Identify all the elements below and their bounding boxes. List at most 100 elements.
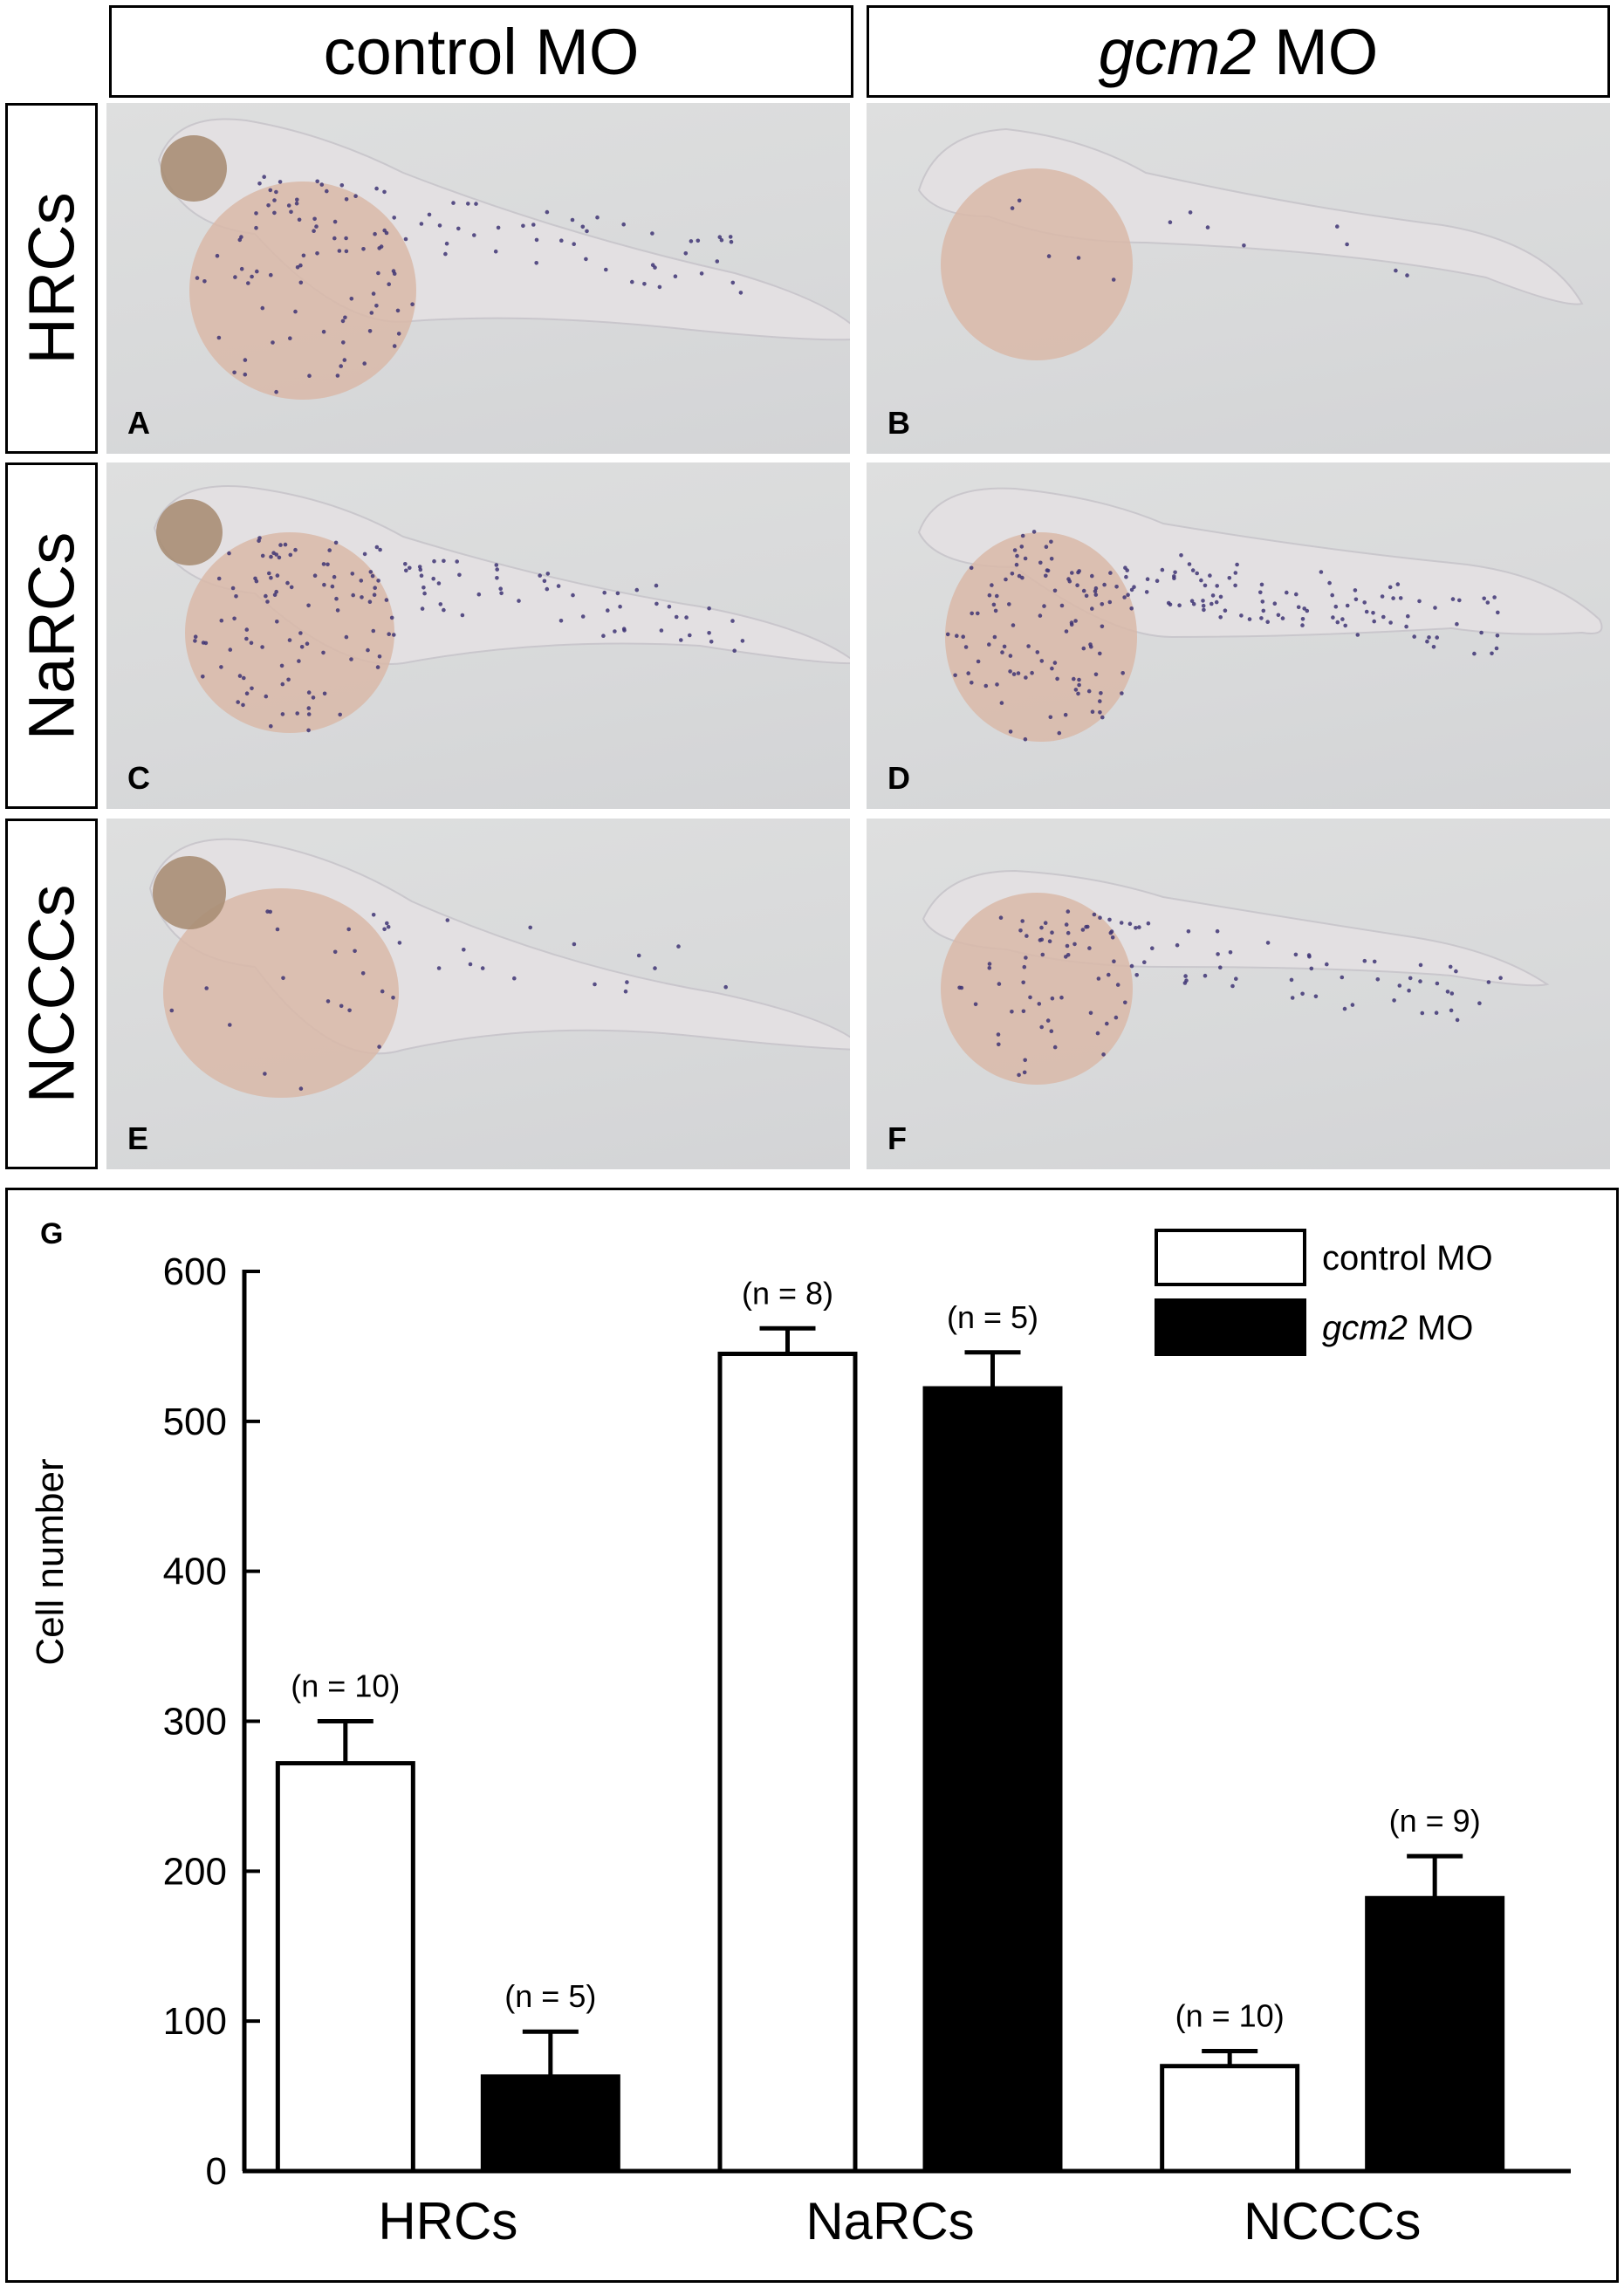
stain-dot: [1371, 611, 1375, 615]
stain-dot: [1146, 921, 1151, 926]
stain-dot: [288, 336, 292, 341]
stain-dot: [1227, 576, 1232, 580]
stain-dot: [653, 966, 657, 970]
stain-dot: [1064, 955, 1068, 959]
stain-dot: [1201, 603, 1206, 608]
stain-dot: [571, 593, 575, 598]
stain-dot: [442, 607, 446, 613]
yolk-sac: [941, 168, 1133, 360]
stain-dot: [1132, 585, 1136, 589]
n-label: (n = 9): [1389, 1803, 1481, 1839]
stain-dot: [976, 611, 980, 616]
stain-dot: [1050, 996, 1055, 1001]
stain-dot: [442, 558, 446, 564]
stain-dot: [679, 638, 683, 642]
column-header-gcm2-suffix: MO: [1256, 15, 1379, 88]
stain-dot: [1454, 969, 1458, 974]
stain-dot: [1039, 925, 1044, 930]
stain-dot: [1098, 915, 1102, 920]
stain-dot: [1345, 603, 1350, 608]
stain-dot: [1031, 530, 1037, 534]
stain-dot: [1047, 939, 1052, 943]
stain-dot: [387, 632, 392, 636]
stain-dot: [216, 335, 222, 340]
stain-dot: [987, 966, 992, 970]
stain-dot: [1445, 990, 1450, 994]
stain-dot: [374, 304, 379, 308]
stain-dot: [1300, 991, 1305, 997]
stain-dot: [344, 634, 349, 640]
bar-hrcs-1: [480, 2074, 620, 2174]
stain-dot: [367, 599, 373, 604]
stain-dot: [1039, 1024, 1044, 1030]
stain-dot: [374, 545, 380, 550]
stain-dot: [521, 223, 525, 229]
stain-dot: [1477, 1001, 1482, 1005]
stain-dot: [322, 582, 326, 587]
stain-dot: [1142, 960, 1147, 964]
stain-dot: [380, 989, 385, 994]
stain-dot: [335, 373, 340, 378]
stain-dot: [1049, 539, 1053, 545]
stain-dot: [201, 675, 205, 679]
stain-dot: [339, 1004, 344, 1009]
stain-dot: [1007, 602, 1011, 606]
stain-dot: [542, 579, 547, 584]
stain-dot: [250, 686, 254, 691]
stain-dot: [421, 586, 426, 590]
stain-dot: [395, 308, 401, 313]
stain-dot: [1490, 651, 1494, 656]
stain-dot: [1010, 1010, 1014, 1014]
panel-letter-b: B: [887, 405, 910, 441]
stain-dot: [1095, 1031, 1100, 1036]
stain-dot: [1455, 1017, 1460, 1023]
stain-dot: [667, 604, 672, 609]
legend-swatch-1: [1155, 1298, 1306, 1356]
stain-dot: [382, 189, 387, 195]
stain-dot: [1129, 963, 1134, 969]
stain-dot: [1215, 584, 1219, 588]
stain-dot: [570, 217, 575, 223]
stain-dot: [444, 241, 449, 246]
stain-dot: [606, 608, 610, 613]
stain-dot: [996, 1032, 1001, 1037]
stain-dot: [244, 691, 250, 695]
stain-dot: [1265, 941, 1271, 945]
stain-dot: [342, 358, 347, 362]
stain-dot: [585, 229, 589, 234]
stain-dot: [699, 271, 704, 276]
stain-dot: [654, 601, 659, 606]
stain-dot: [262, 175, 266, 179]
stain-dot: [1457, 598, 1462, 603]
stain-dot: [265, 909, 270, 914]
stain-dot: [1042, 604, 1046, 608]
stain-dot: [249, 641, 254, 646]
stain-dot: [1272, 601, 1278, 606]
stain-dot: [1011, 672, 1017, 676]
stain-dot: [325, 562, 330, 567]
stain-dot: [242, 675, 246, 681]
stain-dot: [392, 271, 397, 276]
stain-dot: [366, 647, 370, 653]
stain-dot: [295, 265, 300, 270]
stain-dot: [294, 201, 299, 206]
stain-dot: [1072, 942, 1077, 947]
stain-dot: [295, 711, 299, 716]
stain-dot: [341, 340, 346, 345]
embryo-a: [157, 118, 850, 400]
stain-dot: [495, 567, 499, 572]
stain-dot: [534, 261, 538, 265]
stain-dot: [1019, 545, 1024, 549]
stain-dot: [657, 284, 662, 290]
stain-dot: [385, 921, 389, 926]
stain-dot: [1123, 565, 1127, 570]
stain-dot: [374, 186, 379, 191]
stain-dot: [1407, 988, 1411, 993]
panel-letter-d: D: [887, 760, 910, 796]
stain-dot: [1057, 730, 1062, 736]
stain-dot: [1039, 659, 1045, 663]
embryo-c: [153, 485, 850, 733]
stain-dot: [1124, 574, 1128, 579]
stain-dot: [419, 573, 424, 578]
n-label: (n = 8): [742, 1275, 833, 1311]
